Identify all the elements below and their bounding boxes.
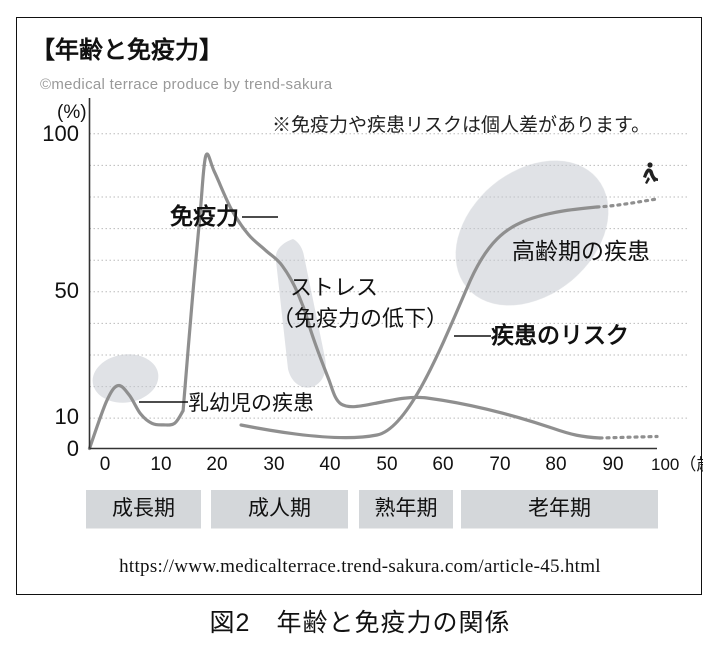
svg-text:50: 50	[376, 454, 397, 475]
svg-text:0: 0	[100, 454, 111, 475]
svg-text:100: 100	[42, 121, 79, 146]
svg-text:成人期: 成人期	[248, 497, 311, 520]
svg-text:免疫力: 免疫力	[170, 203, 239, 229]
svg-text:50: 50	[55, 278, 79, 303]
svg-text:10: 10	[150, 454, 171, 475]
svg-text:100（歳）: 100（歳）	[651, 455, 703, 474]
svg-text:30: 30	[263, 454, 284, 475]
svg-text:※免疫力や疾患リスクは個人差があります。: ※免疫力や疾患リスクは個人差があります。	[272, 114, 650, 136]
svg-text:老年期: 老年期	[528, 497, 591, 520]
svg-text:乳幼児の疾患: 乳幼児の疾患	[188, 392, 314, 415]
svg-text:高齢期の疾患: 高齢期の疾患	[512, 238, 650, 264]
svg-text:70: 70	[489, 454, 510, 475]
svg-text:40: 40	[319, 454, 340, 475]
svg-text:90: 90	[602, 454, 623, 475]
svg-text:20: 20	[206, 454, 227, 475]
svg-text:疾患のリスク: 疾患のリスク	[491, 322, 629, 348]
svg-text:(%): (%)	[57, 102, 87, 123]
svg-text:60: 60	[432, 454, 453, 475]
svg-text:10: 10	[55, 404, 79, 429]
svg-text:ストレス: ストレス	[290, 275, 378, 300]
svg-text:熟年期: 熟年期	[375, 497, 438, 520]
svg-text:（免疫力の低下）: （免疫力の低下）	[272, 306, 448, 331]
svg-text:成長期: 成長期	[112, 497, 175, 520]
svg-text:0: 0	[67, 436, 79, 461]
svg-text:80: 80	[545, 454, 566, 475]
